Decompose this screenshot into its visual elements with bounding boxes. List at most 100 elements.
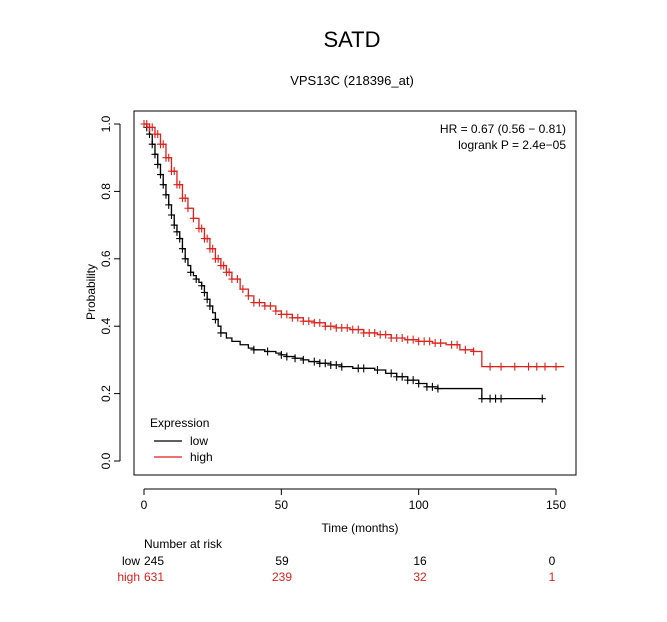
censor-mark-high bbox=[552, 362, 560, 371]
censor-mark-high bbox=[283, 310, 291, 319]
censor-mark-high bbox=[176, 180, 184, 189]
censor-mark-low bbox=[332, 360, 340, 369]
censor-mark-high bbox=[453, 340, 461, 349]
censor-mark-low bbox=[338, 362, 346, 371]
x-tick-label: 150 bbox=[546, 498, 566, 512]
censor-mark-low bbox=[387, 369, 395, 378]
censor-mark-low bbox=[165, 200, 173, 209]
censor-mark-low bbox=[478, 394, 486, 403]
y-axis: 0.0 0.2 0.4 0.6 0.8 1.0 bbox=[99, 115, 121, 469]
censor-mark-high bbox=[233, 275, 241, 284]
censor-mark-low bbox=[373, 366, 381, 375]
censor-mark-high bbox=[154, 130, 162, 139]
censor-mark-high bbox=[461, 345, 469, 354]
censor-mark-low bbox=[173, 227, 181, 236]
risk-value-low-100: 16 bbox=[413, 554, 427, 568]
risk-value-high-50: 239 bbox=[272, 570, 292, 584]
censor-mark-high bbox=[165, 153, 173, 162]
censor-mark-high bbox=[255, 298, 263, 307]
censor-mark-high bbox=[486, 362, 494, 371]
censor-mark-high bbox=[371, 328, 379, 337]
censor-mark-low bbox=[360, 364, 368, 373]
legend-label-low: low bbox=[190, 434, 208, 448]
legend: Expression low high bbox=[150, 416, 213, 464]
censor-mark-high bbox=[244, 291, 252, 300]
censor-mark-low bbox=[310, 357, 318, 366]
censor-mark-low bbox=[200, 288, 208, 297]
censor-mark-high bbox=[159, 140, 167, 149]
hr-stat: HR = 0.67 (0.56 − 0.81) bbox=[440, 122, 566, 136]
risk-value-low-0: 245 bbox=[144, 554, 164, 568]
censor-mark-low bbox=[250, 345, 258, 354]
censor-mark-low bbox=[148, 140, 156, 149]
y-tick-label: 0.2 bbox=[99, 385, 113, 402]
chart-title: SATD bbox=[323, 27, 380, 52]
x-tick-label: 100 bbox=[409, 498, 429, 512]
censor-mark-low bbox=[217, 328, 225, 337]
censor-mark-high bbox=[239, 285, 247, 294]
risk-table-title: Number at risk bbox=[144, 537, 223, 551]
censor-mark-high bbox=[426, 337, 434, 346]
censor-mark-high bbox=[533, 362, 541, 371]
censor-mark-high bbox=[470, 347, 478, 356]
km-curve-high bbox=[144, 123, 565, 368]
censor-mark-high bbox=[409, 335, 417, 344]
risk-value-high-100: 32 bbox=[413, 570, 427, 584]
censor-mark-high bbox=[316, 318, 324, 327]
km-curve-low bbox=[144, 123, 543, 400]
censor-mark-low bbox=[159, 180, 167, 189]
censor-mark-low bbox=[187, 268, 195, 277]
legend-title: Expression bbox=[150, 416, 209, 430]
censor-mark-high bbox=[525, 362, 533, 371]
censor-mark-low bbox=[162, 190, 170, 199]
censor-mark-high bbox=[170, 167, 178, 176]
censor-mark-high bbox=[294, 313, 302, 322]
censor-mark-low bbox=[211, 315, 219, 324]
x-axis-label: Time (months) bbox=[322, 521, 399, 535]
censor-mark-low bbox=[198, 281, 206, 290]
chart-subtitle: VPS13C (218396_at) bbox=[290, 73, 414, 88]
censor-mark-low bbox=[178, 244, 186, 253]
censor-mark-high bbox=[209, 244, 217, 253]
censor-mark-low bbox=[277, 350, 285, 359]
y-tick-label: 0.6 bbox=[99, 250, 113, 267]
censor-mark-low bbox=[415, 379, 423, 388]
censor-mark-high bbox=[225, 268, 233, 277]
y-tick-label: 1.0 bbox=[99, 115, 113, 132]
censor-mark-low bbox=[264, 347, 272, 356]
risk-value-low-50: 59 bbox=[275, 554, 289, 568]
censor-mark-high bbox=[203, 234, 211, 243]
censor-mark-high bbox=[266, 301, 274, 310]
y-tick-label: 0.0 bbox=[99, 452, 113, 469]
censor-mark-low bbox=[181, 254, 189, 263]
risk-row-label-high: high bbox=[117, 570, 140, 584]
censor-mark-high bbox=[184, 204, 192, 213]
censor-mark-high bbox=[511, 362, 519, 371]
censor-mark-high bbox=[220, 261, 228, 270]
risk-value-high-0: 631 bbox=[144, 570, 164, 584]
y-axis-label: Probability bbox=[84, 264, 98, 320]
censor-mark-high bbox=[198, 224, 206, 233]
x-tick-label: 50 bbox=[275, 498, 289, 512]
risk-row-label-low: low bbox=[122, 554, 140, 568]
risk-table: Number at risk low 245 59 16 0 high 631 … bbox=[117, 537, 555, 584]
censor-mark-low bbox=[538, 394, 546, 403]
censor-mark-high bbox=[437, 339, 445, 348]
censor-mark-low bbox=[206, 301, 214, 310]
censor-mark-low bbox=[170, 221, 178, 230]
censor-mark-low bbox=[283, 352, 291, 361]
series-layer bbox=[140, 120, 565, 403]
censor-mark-high bbox=[189, 214, 197, 223]
censor-mark-low bbox=[192, 275, 200, 284]
y-tick-label: 0.8 bbox=[99, 183, 113, 200]
censor-mark-low bbox=[167, 210, 175, 219]
censor-mark-low bbox=[299, 355, 307, 364]
x-tick-label: 0 bbox=[141, 498, 148, 512]
censor-mark-high bbox=[541, 362, 549, 371]
censor-mark-high bbox=[382, 330, 390, 339]
censor-mark-low bbox=[434, 384, 442, 393]
x-axis: 0 50 100 150 bbox=[141, 488, 566, 512]
risk-value-high-150: 1 bbox=[549, 570, 556, 584]
y-tick-label: 0.4 bbox=[99, 318, 113, 335]
